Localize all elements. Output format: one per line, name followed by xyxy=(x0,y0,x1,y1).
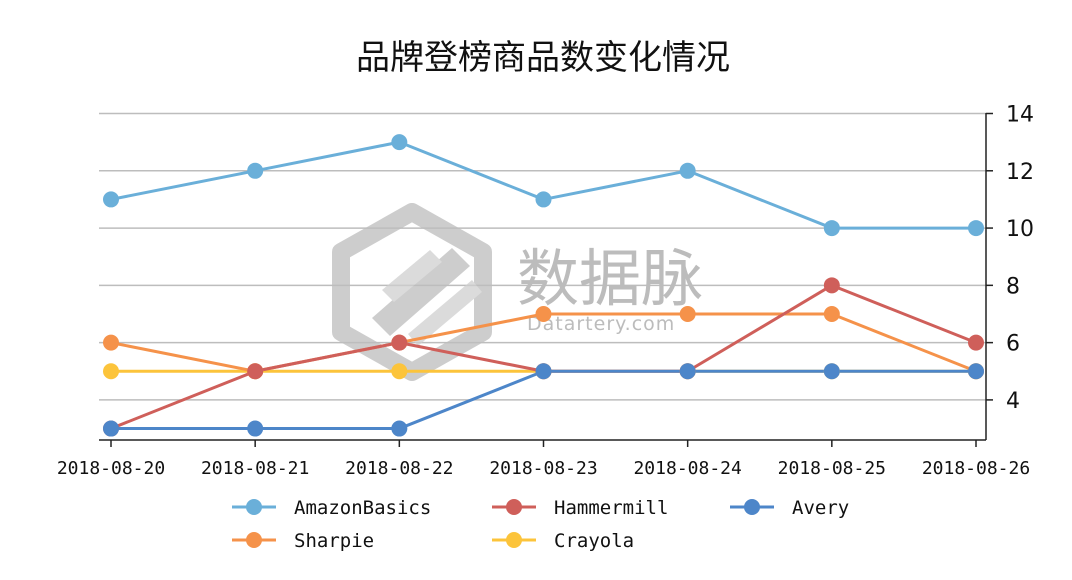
watermark-logo-icon xyxy=(332,203,492,381)
data-point-amazonbasics xyxy=(679,162,696,179)
data-point-amazonbasics xyxy=(391,134,408,151)
data-point-hammermill xyxy=(247,363,264,380)
y-tick-label: 14 xyxy=(1006,103,1034,128)
watermark-domain: Datartery.com xyxy=(527,313,675,335)
data-point-sharpie xyxy=(103,334,119,351)
data-point-crayola xyxy=(391,363,408,380)
legend-marker xyxy=(246,532,262,548)
y-tick-label: 12 xyxy=(1006,160,1034,185)
data-point-sharpie xyxy=(535,305,552,322)
data-point-avery xyxy=(535,363,552,380)
data-point-avery xyxy=(823,363,840,380)
grid-lines xyxy=(99,112,986,401)
legend-label: Crayola xyxy=(554,530,634,552)
x-tick-label: 2018-08-20 xyxy=(57,458,165,479)
data-point-avery xyxy=(679,363,696,380)
legend-label: AmazonBasics xyxy=(294,497,431,519)
data-point-amazonbasics xyxy=(968,220,984,237)
legend-label: Sharpie xyxy=(294,530,374,552)
legend-marker xyxy=(744,499,760,515)
x-tick-label: 2018-08-25 xyxy=(778,458,886,479)
y-tick-label: 10 xyxy=(1006,217,1034,242)
legend-item-crayola: Crayola xyxy=(492,530,634,552)
y-tick-label: 6 xyxy=(1006,332,1020,357)
watermark-name: 数据脉 xyxy=(517,242,703,315)
x-axis-ticks: 2018-08-20 2018-08-21 2018-08-22 2018-08-23… xyxy=(57,440,1030,479)
data-point-sharpie xyxy=(823,305,840,322)
y-tick-label: 8 xyxy=(1006,274,1020,299)
y-axis-ticks: 4 6 8 10 12 14 xyxy=(986,103,1034,414)
legend-item-avery: Avery xyxy=(730,497,849,519)
data-point-hammermill xyxy=(391,334,408,351)
legend-marker xyxy=(506,499,522,515)
legend-label: Hammermill xyxy=(554,497,668,519)
data-point-amazonbasics xyxy=(823,220,840,237)
legend-item-sharpie: Sharpie xyxy=(232,530,374,552)
x-tick-label: 2018-08-22 xyxy=(345,458,453,479)
legend-item-hammermill: Hammermill xyxy=(492,497,668,519)
legend: AmazonBasics Hammermill Avery Sharpie Crayol… xyxy=(232,497,849,552)
x-tick-label: 2018-08-26 xyxy=(922,458,1030,479)
data-point-amazonbasics xyxy=(247,162,264,179)
legend-marker xyxy=(246,499,262,515)
data-point-avery xyxy=(968,363,984,380)
data-point-crayola xyxy=(103,363,119,380)
data-point-sharpie xyxy=(679,305,696,322)
series-line-amazonbasics xyxy=(110,140,976,230)
legend-item-amazonbasics: AmazonBasics xyxy=(232,497,431,519)
chart-title: 品牌登榜商品数变化情况 xyxy=(356,38,730,78)
x-tick-label: 2018-08-24 xyxy=(633,458,741,479)
data-point-amazonbasics xyxy=(535,191,552,208)
y-tick-label: 4 xyxy=(1006,389,1020,414)
legend-label: Avery xyxy=(792,497,849,519)
legend-marker xyxy=(506,532,522,548)
data-point-avery xyxy=(103,420,119,437)
x-tick-label: 2018-08-21 xyxy=(201,458,309,479)
data-point-hammermill xyxy=(968,334,984,351)
data-point-avery xyxy=(247,420,264,437)
x-tick-label: 2018-08-23 xyxy=(489,458,597,479)
series-points xyxy=(103,134,984,437)
data-point-avery xyxy=(391,420,408,437)
data-point-hammermill xyxy=(823,277,840,294)
data-point-amazonbasics xyxy=(103,191,119,208)
